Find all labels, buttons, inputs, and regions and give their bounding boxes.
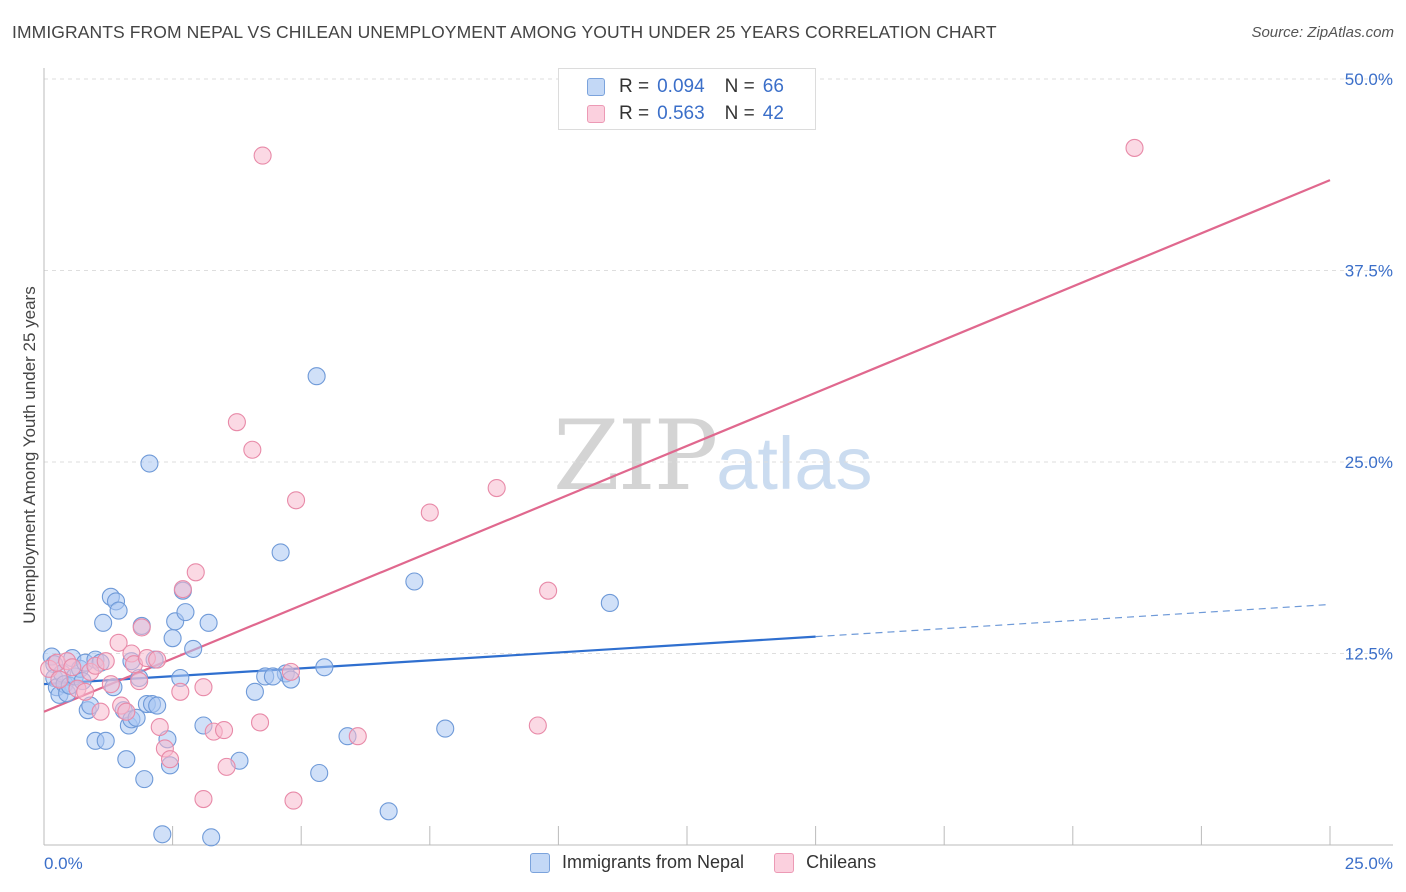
data-point-nepal — [199, 613, 218, 632]
n-value: 42 — [762, 103, 784, 124]
correlation-legend: R = 0.094 N = 66 R = 0.563 N = 42 — [558, 68, 816, 130]
trendline-nepal-extension — [815, 603, 1331, 638]
data-point-nepal — [379, 802, 398, 821]
data-point-nepal — [135, 770, 154, 789]
data-point-chileans — [250, 713, 270, 732]
data-point-chileans — [50, 670, 69, 689]
legend-swatch-nepal — [530, 852, 550, 873]
data-point-chileans — [214, 721, 234, 740]
data-point-nepal — [315, 658, 334, 677]
data-point-nepal — [202, 828, 221, 847]
data-point-chileans — [1125, 138, 1144, 157]
y-tick-label: 50.0% — [1345, 70, 1393, 89]
legend-item-nepal[interactable]: Immigrants from Nepal — [530, 852, 744, 873]
data-point-nepal — [436, 719, 455, 738]
data-point-nepal — [163, 629, 182, 648]
data-point-nepal — [184, 639, 203, 658]
y-axis-label: Unemployment Among Youth under 25 years — [20, 286, 39, 624]
data-point-chileans — [160, 750, 180, 769]
watermark-zip: ZIP — [553, 400, 718, 512]
watermark: ZIPatlas — [553, 400, 873, 512]
data-point-nepal — [405, 572, 424, 591]
x-tick-label: 25.0% — [1345, 854, 1393, 873]
n-value: 66 — [762, 76, 784, 97]
data-point-chileans — [253, 146, 272, 165]
n-label: N = — [724, 76, 755, 97]
data-point-chileans — [194, 789, 213, 809]
legend-label-nepal: Immigrants from Nepal — [562, 852, 745, 872]
data-point-chileans — [186, 563, 205, 582]
source-label: Source: ZipAtlas.com — [1251, 24, 1394, 41]
legend-swatch-chileans — [774, 852, 795, 873]
y-tick-label: 37.5% — [1345, 262, 1393, 281]
trendline-chileans — [43, 179, 1331, 713]
grid-lines — [44, 78, 1393, 654]
watermark-atlas: atlas — [716, 422, 873, 505]
y-tick-label: 12.5% — [1345, 645, 1393, 664]
data-point-chileans — [528, 716, 547, 735]
legend-row-nepal: R = 0.094 N = 66 — [587, 75, 784, 99]
legend-row-chileans: R = 0.563 N = 42 — [587, 102, 784, 126]
data-point-nepal — [600, 593, 619, 612]
data-point-nepal — [117, 750, 136, 769]
data-point-nepal — [310, 763, 329, 783]
data-point-chileans — [281, 662, 300, 681]
chart-title: IMMIGRANTS FROM NEPAL VS CHILEAN UNEMPLO… — [12, 22, 997, 42]
r-value: 0.563 — [657, 103, 705, 124]
data-point-chileans — [173, 580, 192, 599]
data-point-nepal — [176, 603, 195, 622]
data-point-nepal — [245, 682, 264, 701]
data-point-chileans — [109, 633, 128, 652]
tick-labels: 12.5% 25.0% 37.5% 50.0% 0.0% 25.0% — [44, 70, 1393, 873]
data-point-chileans — [96, 652, 115, 671]
data-point-chileans — [227, 413, 246, 432]
data-point-nepal — [153, 825, 172, 844]
data-point-chileans — [243, 440, 262, 459]
data-point-nepal — [94, 613, 113, 632]
data-point-chileans — [284, 791, 303, 810]
data-point-chileans — [132, 618, 151, 637]
data-point-nepal — [109, 601, 128, 620]
r-label: R = — [619, 103, 650, 124]
data-point-chileans — [171, 682, 190, 701]
data-point-chileans — [217, 757, 236, 776]
data-point-nepal — [96, 731, 115, 750]
legend-swatch-nepal — [587, 78, 605, 96]
r-value: 0.094 — [657, 76, 705, 97]
data-point-chileans — [539, 581, 558, 600]
data-point-nepal — [140, 454, 159, 473]
data-point-chileans — [487, 478, 506, 498]
data-point-chileans — [150, 717, 169, 737]
data-point-chileans — [63, 658, 82, 677]
trend-lines — [43, 179, 1331, 713]
data-points — [40, 138, 1144, 847]
y-tick-label: 25.0% — [1345, 453, 1393, 472]
data-point-nepal — [271, 543, 290, 562]
legend-item-chileans[interactable]: Chileans — [774, 852, 876, 873]
axes — [43, 68, 1393, 846]
legend-swatch-chileans — [587, 105, 605, 123]
data-point-chileans — [76, 682, 95, 701]
n-label: N = — [724, 103, 755, 124]
data-point-chileans — [287, 491, 306, 510]
data-point-chileans — [91, 702, 110, 721]
data-point-chileans — [194, 678, 213, 697]
data-point-chileans — [420, 503, 439, 522]
data-point-chileans — [148, 650, 167, 669]
legend-label-chileans: Chileans — [806, 852, 877, 872]
data-point-chileans — [348, 727, 367, 746]
data-point-chileans — [130, 672, 149, 691]
data-point-nepal — [148, 696, 167, 715]
data-point-nepal — [307, 367, 326, 386]
series-legend: Immigrants from Nepal Chileans — [530, 852, 906, 873]
x-tick-label: 0.0% — [44, 854, 83, 873]
data-point-chileans — [101, 675, 120, 694]
data-point-chileans — [117, 702, 136, 721]
r-label: R = — [619, 76, 650, 97]
data-point-nepal — [263, 667, 282, 686]
